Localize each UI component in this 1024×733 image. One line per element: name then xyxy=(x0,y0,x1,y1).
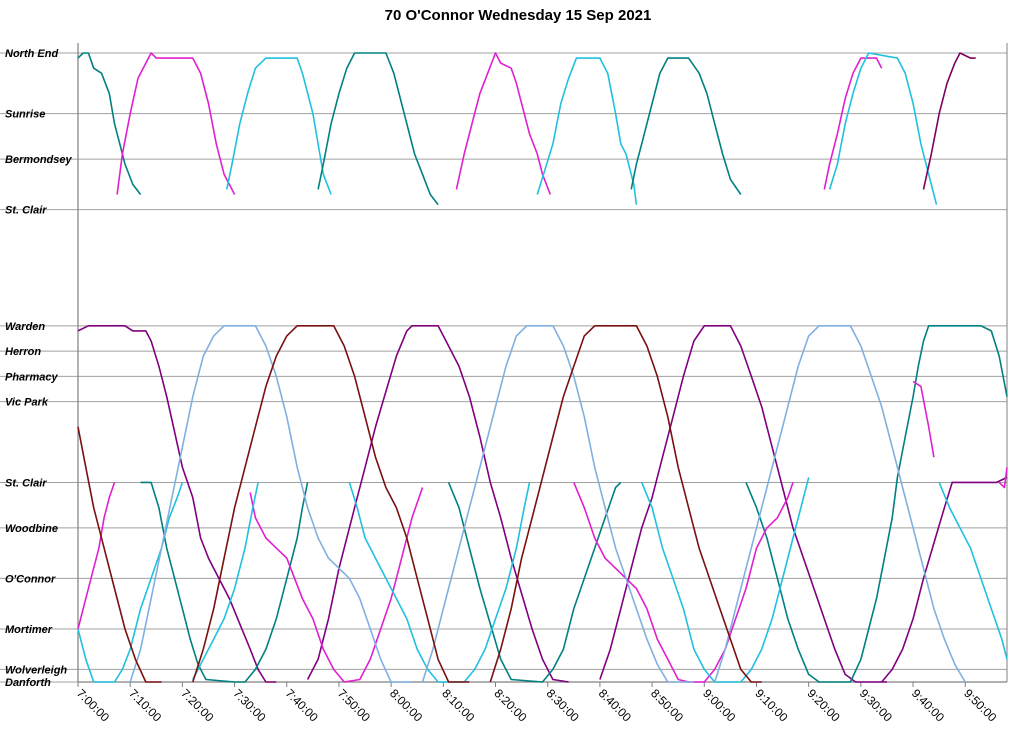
x-tick-label: 8:40:00 xyxy=(596,686,634,724)
vehicle-trip-line xyxy=(225,57,332,195)
x-tick-label: 9:40:00 xyxy=(909,686,947,724)
vehicle-trip-line xyxy=(447,481,622,683)
vehicle-trip-line xyxy=(192,324,470,683)
vehicle-trip-line xyxy=(640,477,810,683)
stop-label: Vic Park xyxy=(5,397,49,409)
vehicle-trip-line xyxy=(129,324,412,683)
x-tick-label: 7:40:00 xyxy=(283,686,321,724)
chart-title: 70 O'Connor Wednesday 15 Sep 2021 xyxy=(385,7,652,24)
vehicle-trip-line xyxy=(455,52,552,195)
x-tick-label: 8:00:00 xyxy=(387,686,425,724)
vehicle-trip-lines xyxy=(77,52,1008,683)
x-tick-label: 9:50:00 xyxy=(961,686,999,724)
stop-label: Pharmacy xyxy=(5,371,58,383)
stop-label: North End xyxy=(5,48,58,60)
vehicle-trip-line xyxy=(823,57,883,190)
vehicle-trip-line xyxy=(938,482,1008,660)
vehicle-trip-line xyxy=(77,482,184,683)
vehicle-trip-line xyxy=(713,324,966,683)
vehicle-trip-line xyxy=(140,481,309,683)
stop-label: Bermondsey xyxy=(5,154,73,166)
vehicle-trip-line xyxy=(348,482,531,683)
x-tick-label: 7:00:00 xyxy=(74,686,112,724)
vehicle-trip-line xyxy=(745,324,1008,683)
vehicle-trip-line xyxy=(77,52,142,195)
vehicle-trip-line xyxy=(536,57,638,205)
x-tick-label: 8:20:00 xyxy=(491,686,529,724)
stop-label: Warden xyxy=(5,321,45,333)
vehicle-trip-line xyxy=(922,52,976,190)
vehicle-trip-line xyxy=(421,324,694,683)
vehicle-trip-line xyxy=(912,380,935,458)
vehicle-trip-line xyxy=(573,482,794,683)
stop-label: Sunrise xyxy=(5,109,45,121)
stop-label: St. Clair xyxy=(5,477,47,489)
vehicle-trip-line xyxy=(317,52,439,206)
vehicle-trip-line xyxy=(77,482,116,630)
x-tick-label: 7:30:00 xyxy=(230,686,268,724)
time-tick-labels: 7:00:00 7:10:00 7:20:00 7:30:00 7:40:00 7:50:… xyxy=(74,686,1000,724)
vehicle-trip-line xyxy=(998,467,1008,489)
stop-label: Wolverleigh xyxy=(5,664,67,676)
stop-label: O'Connor xyxy=(5,573,56,585)
stop-label: Mortimer xyxy=(5,624,53,636)
x-tick-label: 7:10:00 xyxy=(126,686,164,724)
vehicle-trip-line xyxy=(77,426,162,683)
vehicle-trip-line xyxy=(828,52,938,205)
x-tick-label: 9:20:00 xyxy=(805,686,843,724)
stop-label: Woodbine xyxy=(5,523,58,535)
vehicle-trip-line xyxy=(77,324,277,683)
vehicle-trip-line xyxy=(630,57,742,195)
x-tick-label: 7:20:00 xyxy=(178,686,216,724)
vehicle-trip-line xyxy=(881,476,1008,683)
x-tick-label: 8:30:00 xyxy=(544,686,582,724)
vehicle-trip-line xyxy=(306,324,569,683)
x-tick-label: 8:50:00 xyxy=(648,686,686,724)
x-tick-label: 9:10:00 xyxy=(752,686,790,724)
x-tick-label: 9:00:00 xyxy=(700,686,738,724)
x-tick-label: 9:30:00 xyxy=(857,686,895,724)
vehicle-trip-line xyxy=(192,482,259,680)
vehicle-trip-line xyxy=(116,52,236,195)
vehicle-trip-line xyxy=(599,324,887,683)
stop-label: Herron xyxy=(5,346,41,358)
stop-label: Danforth xyxy=(5,677,51,689)
x-tick-label: 8:10:00 xyxy=(439,686,477,724)
vehicle-trip-line xyxy=(489,324,762,683)
x-tick-label: 7:50:00 xyxy=(335,686,373,724)
stop-label: St. Clair xyxy=(5,205,47,217)
stop-gridlines xyxy=(0,52,1007,683)
stop-labels: North End Sunrise Bermondsey St. Clair Warde… xyxy=(5,48,73,689)
